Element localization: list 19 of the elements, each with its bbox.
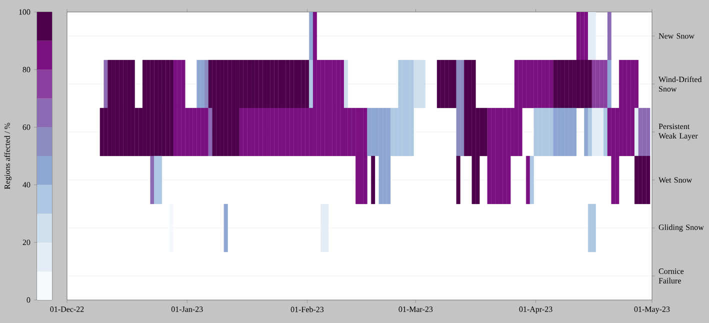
color-bar-title: Regions affected / % xyxy=(4,122,12,190)
y-tick-label: Wind-Drifted Snow xyxy=(658,76,702,92)
color-bar-label: 100 xyxy=(19,9,30,15)
x-tick-label: 01-Feb-23 xyxy=(290,306,324,312)
color-bar-label: 20 xyxy=(22,240,30,246)
x-tick-label: 01-Jan-23 xyxy=(171,306,203,312)
x-tick-label: 01-May-23 xyxy=(634,306,670,314)
x-tick-label: 01-Apr-23 xyxy=(519,306,552,314)
color-bar-label: 80 xyxy=(22,66,30,72)
color-bar-label: 60 xyxy=(22,124,30,130)
color-bar-label: 40 xyxy=(22,182,30,188)
x-tick-label: 01-Dec-22 xyxy=(50,306,84,312)
x-tick-label: 01-Mar-23 xyxy=(398,306,433,312)
color-bar-label: 0 xyxy=(26,297,30,303)
y-tick-label: Persistent Weak Layer xyxy=(658,124,698,140)
y-tick-label: Wet Snow xyxy=(658,177,692,183)
y-tick-label: Cornice Failure xyxy=(658,268,684,284)
y-tick-label: New Snow xyxy=(658,33,694,39)
y-tick-label: Gliding Snow xyxy=(658,224,704,232)
